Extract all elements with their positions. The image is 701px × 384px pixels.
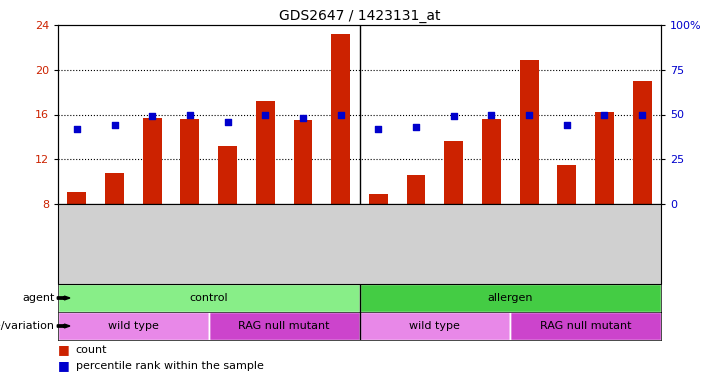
Bar: [180, 119, 199, 204]
Bar: [58, 284, 360, 312]
Bar: [444, 141, 463, 204]
Point: [184, 111, 196, 118]
Text: allergen: allergen: [487, 293, 533, 303]
Bar: [218, 146, 237, 204]
Text: percentile rank within the sample: percentile rank within the sample: [76, 361, 264, 371]
Text: wild type: wild type: [409, 321, 461, 331]
Text: count: count: [76, 345, 107, 355]
Point: [109, 122, 120, 128]
Text: wild type: wild type: [108, 321, 159, 331]
Text: genotype/variation: genotype/variation: [0, 321, 55, 331]
Bar: [633, 81, 651, 204]
Point: [448, 113, 459, 119]
Bar: [369, 194, 388, 204]
Point: [599, 111, 610, 118]
Bar: [595, 112, 614, 204]
Point: [524, 111, 535, 118]
Text: ■: ■: [58, 344, 70, 356]
Point: [373, 126, 384, 132]
Point: [335, 111, 346, 118]
Bar: [407, 175, 426, 204]
Bar: [105, 173, 124, 204]
Bar: [519, 60, 538, 204]
Title: GDS2647 / 1423131_at: GDS2647 / 1423131_at: [279, 8, 440, 23]
Point: [72, 126, 83, 132]
Bar: [256, 101, 275, 204]
Point: [259, 111, 271, 118]
Bar: [67, 192, 86, 204]
Point: [222, 119, 233, 125]
Point: [147, 113, 158, 119]
Text: RAG null mutant: RAG null mutant: [238, 321, 330, 331]
Point: [486, 111, 497, 118]
Bar: [294, 120, 313, 204]
Text: RAG null mutant: RAG null mutant: [540, 321, 632, 331]
Bar: [360, 284, 661, 312]
Bar: [482, 119, 501, 204]
Point: [297, 115, 308, 121]
Bar: [557, 165, 576, 204]
Bar: [209, 312, 360, 340]
Bar: [510, 312, 661, 340]
Text: ■: ■: [58, 359, 70, 372]
Bar: [58, 312, 209, 340]
Point: [562, 122, 573, 128]
Bar: [332, 34, 350, 204]
Point: [410, 124, 421, 130]
Bar: [143, 118, 162, 204]
Bar: [360, 312, 510, 340]
Text: control: control: [189, 293, 228, 303]
Text: agent: agent: [22, 293, 55, 303]
Point: [637, 111, 648, 118]
